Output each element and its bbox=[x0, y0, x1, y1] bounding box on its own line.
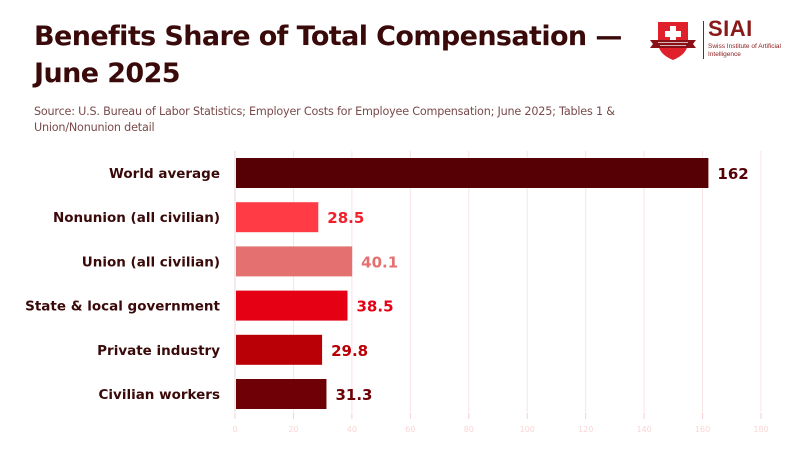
x-tick-label: 20 bbox=[288, 425, 298, 434]
chart-title: Benefits Share of Total Compensation — J… bbox=[34, 21, 622, 89]
category-label: Union (all civilian) bbox=[82, 254, 220, 270]
value-label: 162 bbox=[717, 165, 748, 183]
value-label: 31.3 bbox=[335, 386, 372, 404]
x-tick-label: 120 bbox=[578, 425, 593, 434]
bars bbox=[236, 158, 709, 409]
swiss-cross-shield-icon bbox=[650, 22, 696, 60]
x-tick-label: 100 bbox=[520, 425, 535, 434]
chart-source-note: Source: U.S. Bureau of Labor Statistics;… bbox=[34, 105, 615, 134]
x-axis-ticks: 0 20 40 60 80 100 120 140 160 180 bbox=[232, 413, 769, 434]
x-tick-label: 60 bbox=[405, 425, 415, 434]
x-tick-label: 180 bbox=[753, 425, 768, 434]
x-tick-label: 80 bbox=[464, 425, 474, 434]
x-tick-label: 160 bbox=[695, 425, 710, 434]
category-label: Nonunion (all civilian) bbox=[53, 210, 220, 226]
bar bbox=[236, 290, 348, 321]
bar bbox=[236, 379, 327, 409]
bar bbox=[236, 202, 319, 233]
value-label: 28.5 bbox=[327, 209, 364, 227]
gridlines bbox=[234, 151, 762, 412]
value-labels: 162 28.5 40.1 38.5 29.8 31.3 bbox=[327, 165, 748, 404]
logo-tagline: Swiss Institute of Artificial Intelligen… bbox=[708, 43, 781, 58]
logo-divider bbox=[703, 21, 704, 59]
bar bbox=[236, 158, 709, 188]
value-label: 38.5 bbox=[357, 298, 394, 316]
category-label: Private industry bbox=[97, 343, 220, 359]
category-labels: World average Nonunion (all civilian) Unio… bbox=[25, 166, 220, 403]
value-label: 40.1 bbox=[361, 253, 398, 271]
category-label: World average bbox=[109, 166, 220, 182]
bar bbox=[236, 334, 323, 365]
siai-logo: SIAI Swiss Institute of Artificial Intel… bbox=[648, 16, 781, 62]
value-label: 29.8 bbox=[331, 342, 368, 360]
x-tick-label: 140 bbox=[636, 425, 651, 434]
category-label: Civilian workers bbox=[98, 387, 220, 403]
x-tick-label: 40 bbox=[347, 425, 357, 434]
x-tick-label: 0 bbox=[232, 425, 237, 434]
category-label: State & local government bbox=[25, 299, 220, 315]
logo-name: SIAI bbox=[708, 16, 753, 41]
bar bbox=[236, 246, 353, 277]
